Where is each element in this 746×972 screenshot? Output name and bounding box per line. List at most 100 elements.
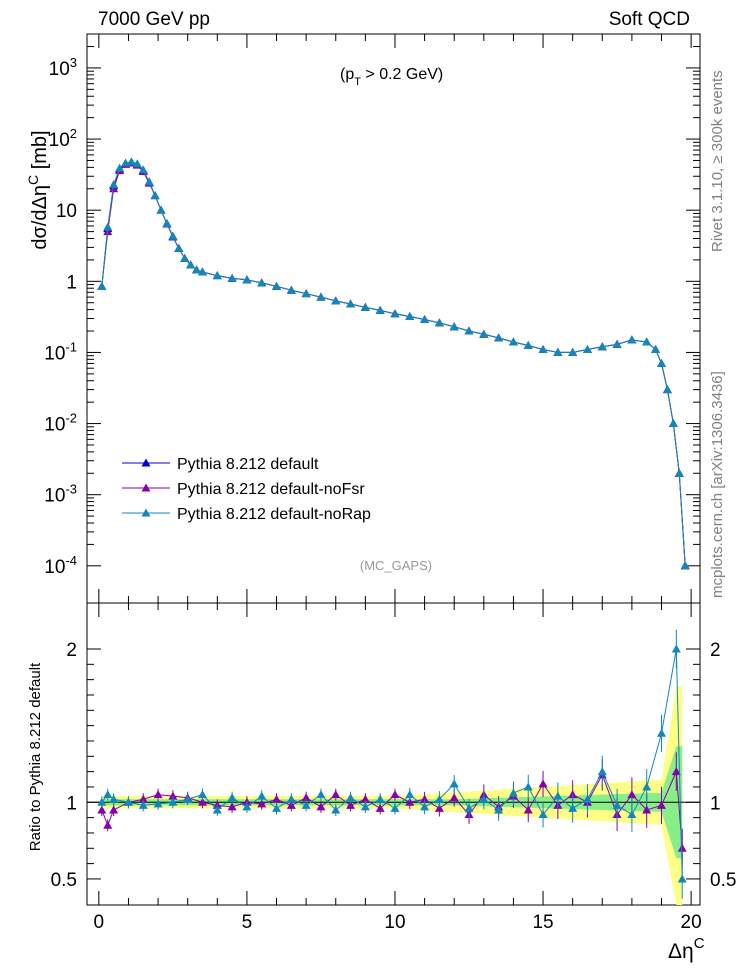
ratio-point	[434, 803, 444, 812]
ratio-line-0	[101, 771, 683, 849]
data-point	[662, 385, 672, 394]
ratio-y-tick-label: 1	[66, 793, 77, 814]
data-point	[360, 302, 370, 311]
ratio-point	[612, 800, 622, 809]
ratio-point	[97, 797, 107, 806]
ratio-point	[286, 794, 296, 803]
ratio-y-axis-title: Ratio to Pythia 8.212 default	[27, 662, 44, 851]
ratio-point	[671, 767, 681, 776]
data-point	[375, 305, 385, 314]
ratio-point	[671, 644, 681, 653]
data-point	[346, 299, 356, 308]
data-point	[109, 179, 119, 188]
data-point	[538, 344, 548, 353]
data-point	[103, 222, 113, 231]
svg-text:dσ/dΔηC [mb]: dσ/dΔηC [mb]	[25, 130, 51, 249]
ratio-point	[375, 794, 385, 803]
pt-cut-annotation: (pT > 0.2 GeV)	[340, 66, 443, 88]
data-point	[126, 157, 136, 166]
data-point	[651, 344, 661, 353]
ratio-point	[197, 790, 207, 799]
ratio-point	[153, 799, 163, 808]
header-left-label: 7000 GeV pp	[98, 9, 210, 30]
ratio-point	[183, 794, 193, 803]
y-tick-label: 103	[49, 55, 77, 80]
ratio-point	[390, 790, 400, 799]
legend-label: Pythia 8.212 default	[177, 456, 319, 473]
data-point	[420, 315, 430, 324]
ratio-point	[109, 794, 119, 803]
ratio-point	[582, 794, 592, 803]
data-point	[162, 218, 172, 227]
data-point	[627, 335, 637, 344]
data-point	[668, 419, 678, 428]
ratio-point	[434, 794, 444, 803]
header-right-label: Soft QCD	[609, 9, 690, 30]
ratio-point	[508, 788, 518, 797]
data-point	[612, 339, 622, 348]
ratio-point	[212, 805, 222, 814]
ratio-point	[642, 805, 652, 814]
main-y-axis: 10-4 10-3 10-2 10-1 1 10 102 103	[44, 33, 700, 578]
svg-text:ΔηC: ΔηC	[668, 935, 705, 963]
ratio-point	[523, 805, 533, 814]
data-point	[257, 278, 267, 287]
x-tick-label: 5	[242, 912, 253, 933]
ratio-point	[257, 799, 267, 808]
ratio-point	[538, 779, 548, 788]
ratio-point	[301, 800, 311, 809]
ratio-band-outer	[101, 686, 683, 905]
ratio-point	[449, 779, 459, 788]
ratio-point	[494, 805, 504, 814]
data-point	[316, 292, 326, 301]
legend-marker	[141, 508, 151, 517]
legend-label: Pythia 8.212 default-noFsr	[177, 481, 365, 498]
data-point	[272, 281, 282, 290]
data-point	[390, 309, 400, 318]
data-point	[168, 231, 178, 240]
y-tick-label: 10-3	[44, 482, 77, 507]
ratio-point	[627, 810, 637, 819]
x-axis-title: ΔηC	[668, 935, 705, 963]
data-point	[180, 253, 190, 262]
ratio-point	[103, 820, 113, 829]
data-point	[479, 329, 489, 338]
ratio-point	[272, 803, 282, 812]
ratio-point	[301, 793, 311, 802]
x-tick-label: 20	[681, 912, 702, 933]
y-tick-label: 10-4	[44, 553, 77, 578]
ratio-point	[197, 797, 207, 806]
x-tick-label: 0	[94, 912, 105, 933]
ratio-point	[346, 800, 356, 809]
y-tick-label: 10-1	[44, 339, 77, 364]
ratio-point	[405, 790, 415, 799]
ratio-point	[360, 802, 370, 811]
data-point	[642, 337, 652, 346]
data-point	[301, 289, 311, 298]
data-point	[138, 165, 148, 174]
ratio-point	[375, 803, 385, 812]
data-point	[197, 267, 207, 276]
ratio-point	[138, 800, 148, 809]
ratio-plot-frame	[86, 602, 701, 906]
ratio-point	[97, 805, 107, 814]
main-y-axis-title: dσ/dΔηC [mb]	[25, 130, 51, 249]
ratio-point	[464, 803, 474, 812]
ratio-point	[242, 802, 252, 811]
ratio-point	[257, 791, 267, 800]
y-tick-label: 1	[66, 272, 77, 293]
ratio-point	[123, 797, 133, 806]
y-tick-label: 10-2	[44, 411, 77, 436]
data-point	[449, 322, 459, 331]
ratio-point	[316, 802, 326, 811]
ratio-point	[553, 791, 563, 800]
ratio-point	[642, 782, 652, 791]
data-point	[150, 191, 160, 200]
ratio-point	[331, 790, 341, 799]
ratio-point	[168, 791, 178, 800]
ratio-point	[657, 800, 667, 809]
ratio-y-tick-label-right: 1	[710, 793, 721, 814]
ratio-point	[227, 793, 237, 802]
ratio-point	[227, 802, 237, 811]
ratio-point	[272, 794, 282, 803]
